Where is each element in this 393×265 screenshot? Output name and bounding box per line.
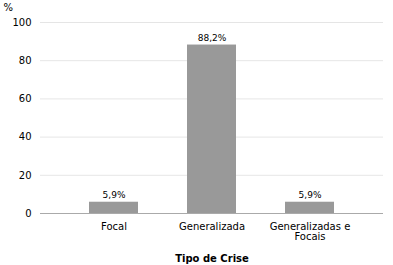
svg-text:60: 60	[19, 93, 32, 104]
svg-text:5,9%: 5,9%	[299, 190, 322, 200]
svg-text:Generalizada: Generalizada	[179, 221, 245, 232]
svg-text:5,9%: 5,9%	[103, 190, 126, 200]
svg-text:40: 40	[19, 131, 32, 142]
svg-text:88,2%: 88,2%	[198, 33, 227, 43]
svg-text:80: 80	[19, 55, 32, 66]
svg-text:20: 20	[19, 170, 32, 181]
svg-text:100: 100	[12, 17, 31, 28]
svg-text:Focal: Focal	[101, 221, 127, 232]
svg-text:0: 0	[25, 208, 31, 219]
svg-text:Generalizadas eFocais: Generalizadas eFocais	[270, 221, 351, 242]
svg-text:Tipo de Crise: Tipo de Crise	[175, 253, 249, 264]
svg-text:%: %	[4, 2, 14, 13]
